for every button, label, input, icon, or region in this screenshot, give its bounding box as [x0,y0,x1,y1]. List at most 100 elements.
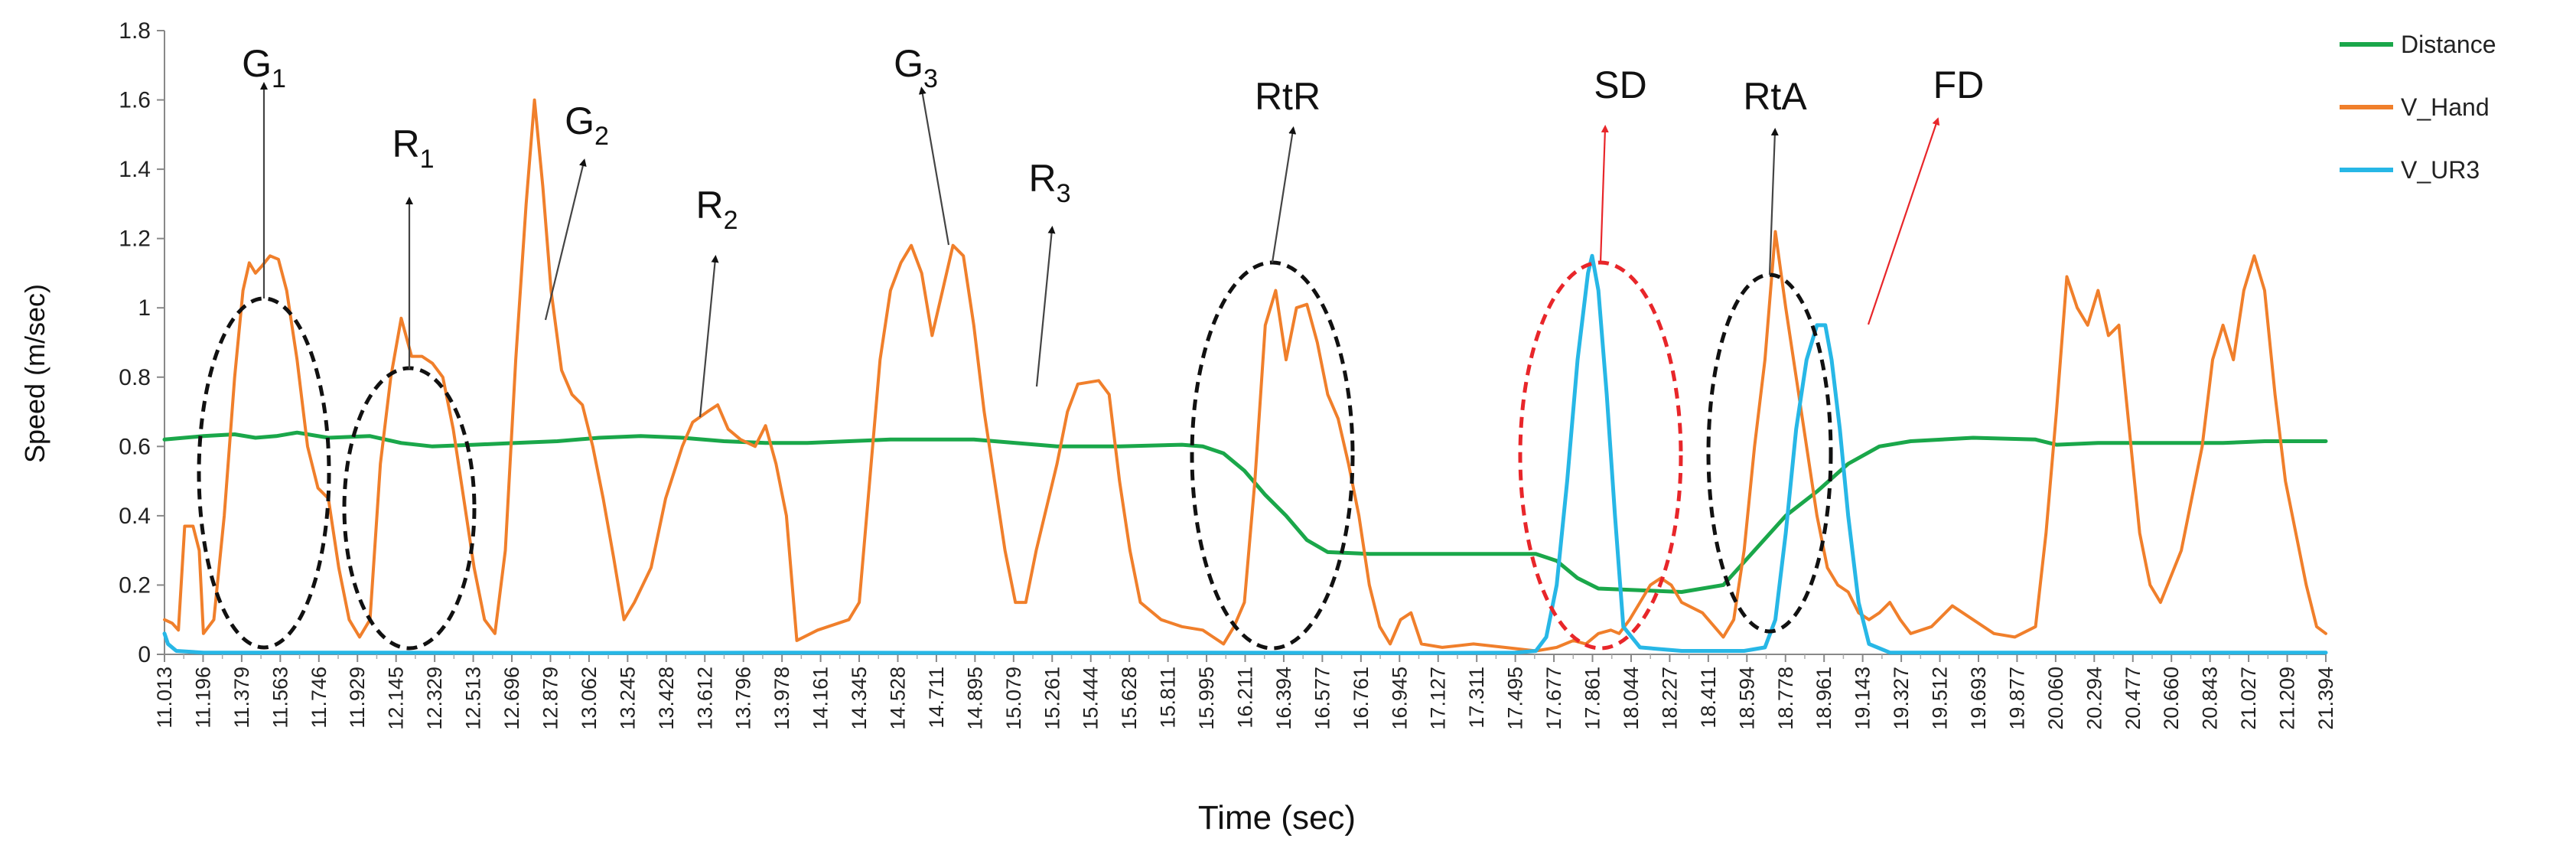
annotation-arrow [699,255,719,418]
annotation-subscript: 1 [272,64,286,93]
x-tick-label: 16.211 [1234,667,1257,729]
x-tick-label: 17.677 [1542,667,1565,730]
annotation-ellipse [1190,260,1355,651]
x-tick-label: 17.311 [1465,667,1488,729]
x-tick-label: 11.013 [153,667,176,729]
annotation-arrow [1599,125,1609,263]
annotation-arrow [544,158,587,321]
x-tick-label: 12.329 [423,667,446,730]
x-tick-label: 17.861 [1581,667,1604,730]
annotation-ellipse [342,366,477,651]
annotation-letter: G [242,42,272,85]
annotation-subscript: 2 [594,122,609,151]
x-tick-label: 18.411 [1697,667,1720,729]
x-tick-label: 19.143 [1851,667,1874,730]
annotation-subscript: 1 [420,145,435,174]
y-tick-label: 1 [138,295,151,321]
x-tick-label: 19.877 [2005,667,2028,730]
y-tick-label: 0.6 [119,434,151,459]
legend: Distance V_Hand V_UR3 [2340,31,2496,184]
y-tick-label: 1.6 [119,88,151,113]
x-tick-label: 15.444 [1080,667,1102,730]
y-tick-label: 0.2 [119,572,151,598]
annotation-arrow [1271,126,1297,263]
x-tick-label: 16.761 [1350,667,1373,730]
annotation-letter: G [565,99,594,142]
y-tick-label: 0.8 [119,365,151,390]
x-tick-label: 14.711 [925,667,948,729]
series-line-v-ur3 [162,253,2328,655]
x-axis-ticks: 11.013 11.196 11.379 11.563 11.746 11.929 12.1… [153,654,2337,730]
y-tick-label: 0 [138,642,151,667]
legend-label: V_UR3 [2401,156,2480,184]
x-tick-label: 15.811 [1157,667,1180,729]
x-tick-label: 13.612 [693,667,716,730]
x-tick-label: 13.062 [578,667,601,730]
x-tick-label: 12.696 [500,667,523,730]
y-tick-label: 1.8 [119,18,151,44]
series-line-v-hand [163,98,2327,653]
legend-label: V_Hand [2401,93,2490,121]
x-tick-label: 19.512 [1929,667,1952,730]
x-tick-label: 20.060 [2044,667,2067,730]
x-tick-label: 18.961 [1812,667,1835,730]
annotation-label: G1 [242,42,286,93]
annotation-arrow [1867,117,1940,325]
x-tick-label: 18.227 [1658,667,1681,730]
annotation-subscript: 2 [724,206,738,235]
x-tick-label: 13.796 [732,667,755,730]
annotation-letter: R [392,122,419,165]
annotation-ellipse [1706,272,1833,634]
annotation-letter: RtR [1255,75,1321,118]
x-tick-label: 15.995 [1195,667,1218,730]
x-tick-label: 20.660 [2160,667,2183,730]
x-tick-label: 21.209 [2276,667,2299,730]
annotation-label: G3 [894,42,938,93]
x-tick-label: 20.294 [2083,667,2105,730]
x-tick-label: 13.428 [655,667,678,730]
y-tick-label: 1.2 [119,227,151,252]
x-tick-label: 14.345 [848,667,871,730]
x-tick-label: 14.895 [963,667,986,730]
x-tick-label: 20.843 [2199,667,2222,730]
annotation-arrow [1035,226,1056,387]
x-tick-label: 11.196 [191,667,214,729]
annotation-arrow [1768,128,1779,276]
x-tick-label: 11.379 [230,667,253,729]
annotation-subscript: 3 [923,64,938,93]
x-tick-label: 16.577 [1311,667,1334,730]
annotation-arrow [918,86,950,246]
x-tick-label: 18.044 [1620,667,1643,730]
x-tick-label: 18.594 [1735,667,1758,730]
annotation-label: RtA [1743,75,1807,118]
x-tick-label: 16.394 [1272,667,1295,730]
x-tick-label: 13.978 [770,667,793,730]
x-tick-label: 15.079 [1002,667,1025,730]
x-tick-label: 11.563 [269,667,291,729]
x-tick-label: 16.945 [1388,667,1411,730]
x-tick-label: 21.394 [2314,667,2337,730]
annotation-letter: FD [1933,64,1985,106]
x-tick-label: 12.145 [385,667,408,730]
x-axis-title: Time (sec) [1198,799,1356,837]
x-tick-label: 17.495 [1504,667,1527,730]
x-tick-label: 21.027 [2237,667,2260,730]
annotation-subscript: 3 [1057,179,1071,208]
x-tick-label: 19.327 [1890,667,1913,730]
series-lines [162,98,2328,655]
x-tick-label: 12.513 [462,667,485,730]
y-tick-label: 0.4 [119,504,151,529]
x-tick-label: 11.929 [346,667,369,729]
x-tick-label: 17.127 [1427,667,1450,730]
annotation-label: RtR [1255,75,1321,118]
y-tick-label: 1.4 [119,157,151,182]
annotation-label: FD [1933,64,1985,106]
annotation-label: R3 [1028,157,1070,208]
annotation-letter: G [894,42,923,85]
series-line-distance [162,430,2328,594]
x-tick-label: 20.477 [2122,667,2144,730]
annotation-label: G2 [565,99,609,151]
x-tick-label: 11.746 [308,667,331,729]
